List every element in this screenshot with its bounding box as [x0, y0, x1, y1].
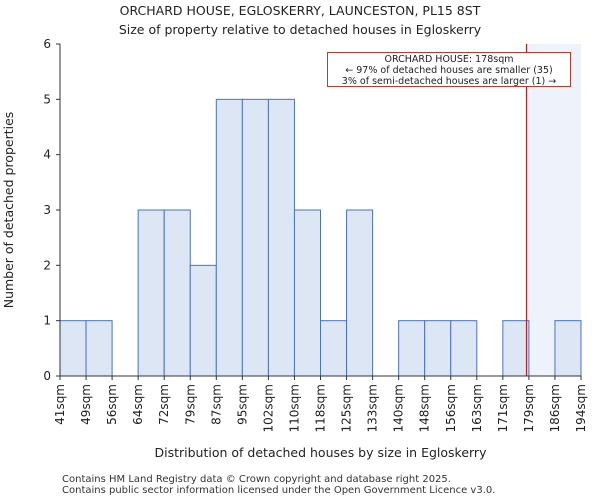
marker-annotation: ORCHARD HOUSE: 178sqm ← 97% of detached …: [327, 52, 571, 87]
x-tick-label: 179sqm: [522, 384, 536, 432]
chart-title: ORCHARD HOUSE, EGLOSKERRY, LAUNCESTON, P…: [119, 3, 481, 18]
bar: [85, 320, 113, 377]
bar: [320, 320, 348, 377]
bar-chart: 0 1 2 3 4 5 6 41sqm 49sqm 56sqm 64sqm 72sqm 79sqm 87s…: [1, 37, 588, 460]
y-tick-label: 2: [43, 258, 51, 272]
footer-line-1: Contains HM Land Registry data © Crown c…: [62, 474, 451, 485]
bar: [554, 320, 582, 377]
y-axis-label: Number of detached properties: [1, 112, 16, 309]
x-tick-label: 156sqm: [444, 384, 458, 432]
bar: [137, 209, 165, 377]
bar: [293, 209, 322, 377]
x-tick-label: 95sqm: [235, 384, 249, 425]
bar: [189, 264, 217, 377]
x-tick-label: 72sqm: [157, 384, 171, 425]
x-tick-label: 41sqm: [53, 384, 67, 425]
x-tick-label: 64sqm: [131, 384, 145, 425]
bar: [450, 320, 478, 377]
x-tick-label: 49sqm: [79, 384, 93, 425]
x-tick-label: 56sqm: [105, 384, 119, 425]
bar: [241, 98, 269, 377]
x-tick-label: 133sqm: [366, 384, 380, 432]
x-tick-label: 118sqm: [314, 384, 328, 432]
x-axis-label: Distribution of detached houses by size …: [155, 445, 488, 460]
bar: [398, 320, 426, 377]
x-tick-label: 186sqm: [548, 384, 562, 432]
y-tick-label: 5: [43, 92, 51, 106]
bar: [163, 209, 191, 377]
x-tick-label: 125sqm: [340, 384, 354, 432]
bar: [346, 209, 374, 377]
x-tick-label: 79sqm: [183, 384, 197, 425]
x-tick-label: 102sqm: [261, 384, 275, 432]
y-tick-label: 4: [43, 148, 51, 162]
x-tick-label: 148sqm: [418, 384, 432, 432]
bar: [59, 320, 87, 377]
x-tick-label: 110sqm: [287, 384, 301, 432]
chart-subtitle: Size of property relative to detached ho…: [118, 22, 482, 37]
y-tick-label: 3: [43, 203, 51, 217]
y-tick-label: 6: [43, 37, 51, 51]
annotation-line-2: ← 97% of detached houses are smaller (35…: [345, 65, 553, 76]
y-tick-label: 1: [43, 314, 51, 328]
annotation-line-1: ORCHARD HOUSE: 178sqm: [384, 54, 514, 65]
x-tick-label: 87sqm: [209, 384, 223, 425]
x-tick-label: 140sqm: [392, 384, 406, 432]
footer-line-2: Contains public sector information licen…: [62, 485, 496, 496]
annotation-line-3: 3% of semi-detached houses are larger (1…: [341, 76, 557, 87]
bar: [424, 320, 452, 377]
bar: [215, 98, 243, 377]
bar: [502, 320, 530, 377]
x-tick-label: 171sqm: [496, 384, 510, 432]
x-tick-label: 194sqm: [574, 384, 588, 432]
bar: [267, 98, 295, 377]
x-tick-label: 163sqm: [470, 384, 484, 432]
y-tick-label: 0: [43, 369, 51, 383]
